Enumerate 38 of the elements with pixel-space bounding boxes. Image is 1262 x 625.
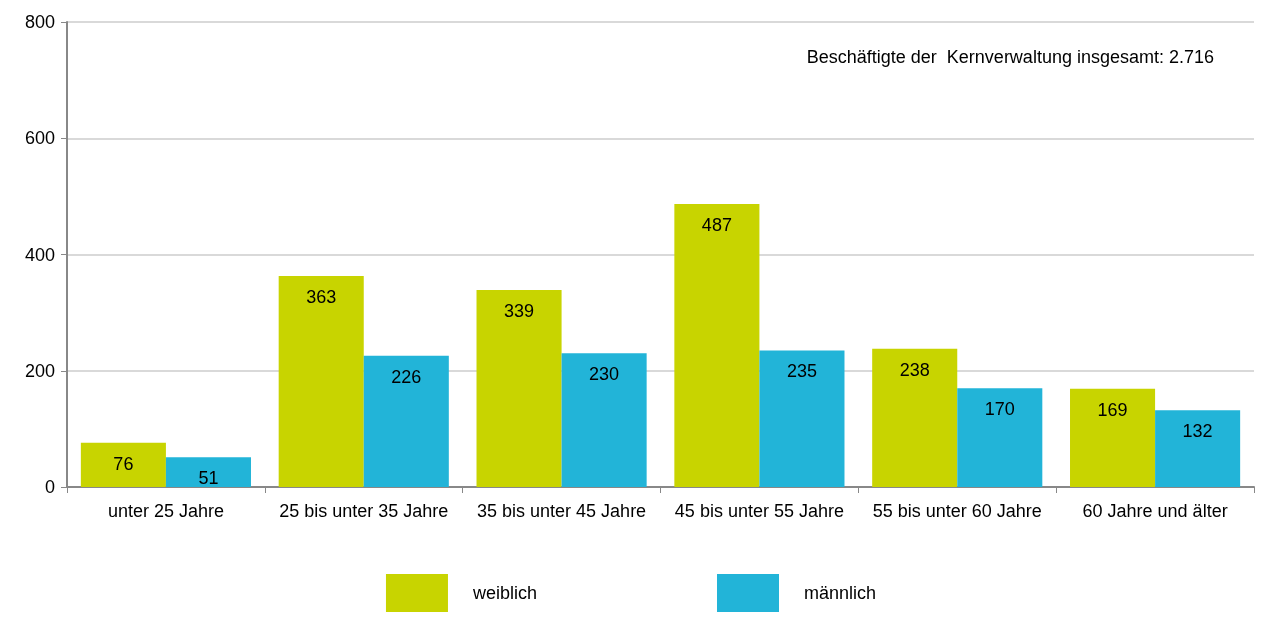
bar: [165, 457, 251, 487]
bar: [759, 350, 845, 487]
y-tick-label: 200: [24, 360, 55, 381]
x-tick-label: 35 bis unter 45 Jahre: [477, 501, 647, 521]
data-label: 226: [391, 366, 422, 387]
x-tick-label: 45 bis unter 55 Jahre: [674, 501, 844, 521]
y-tick-label: 400: [24, 244, 55, 265]
x-tick-label: 55 bis unter 60 Jahre: [872, 501, 1042, 521]
data-label: 363: [306, 287, 337, 308]
data-label: 235: [786, 361, 817, 382]
data-label: 132: [1182, 421, 1213, 442]
data-label: 339: [504, 300, 535, 321]
y-tick-label: 0: [44, 477, 55, 497]
bar: [363, 355, 449, 487]
legend-label: männlich: [804, 583, 877, 603]
bar: [1070, 388, 1156, 487]
data-label: 169: [1097, 399, 1128, 420]
bar: [561, 353, 647, 487]
annotation: Beschäftigte der Kernverwaltung insgesamt: 2.716: [806, 47, 1214, 67]
bar: [957, 388, 1043, 487]
y-tick-label: 600: [24, 128, 55, 149]
data-label: 51: [198, 468, 219, 489]
x-tick-label: 60 Jahre und älter: [1082, 501, 1228, 521]
data-label: 230: [589, 364, 620, 385]
data-label: 76: [113, 453, 134, 474]
x-tick-label: unter 25 Jahre: [107, 501, 224, 521]
bar: [674, 203, 760, 487]
data-label: 487: [701, 214, 732, 235]
bar: [278, 276, 364, 487]
bar: [476, 289, 562, 487]
bar: [872, 348, 958, 487]
bar: [1155, 410, 1241, 487]
x-tick-label: 25 bis unter 35 Jahre: [279, 501, 449, 521]
data-label: 238: [899, 359, 930, 380]
data-label: 170: [984, 399, 1015, 420]
legend-label: weiblich: [471, 583, 537, 603]
bar: [80, 442, 166, 487]
y-tick-label: 800: [24, 12, 55, 32]
